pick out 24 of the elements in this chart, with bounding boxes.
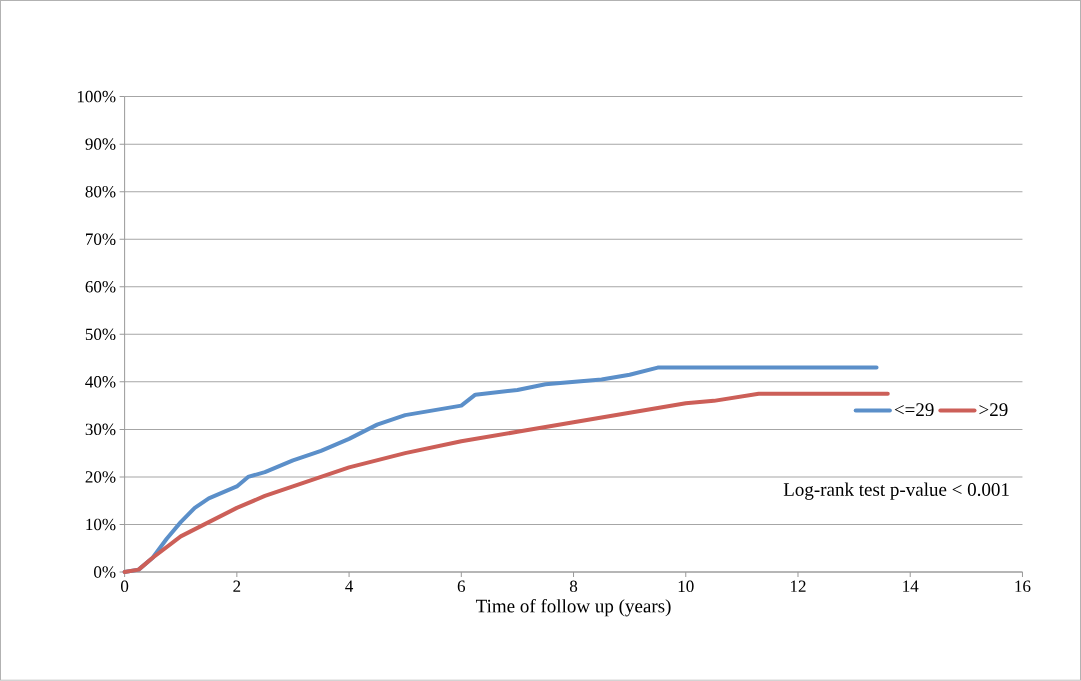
y-tick-label: 100% (77, 91, 116, 103)
x-tick-label: 16 (1015, 580, 1031, 593)
x-tick-label: 10 (678, 580, 694, 593)
y-tick-label: 0% (94, 566, 116, 578)
x-tick-label: 4 (345, 580, 354, 592)
y-tick-label: 70% (86, 233, 116, 246)
y-tick-label: 30% (85, 423, 116, 436)
y-tick-label: 80% (85, 186, 116, 198)
x-tick-label: 14 (903, 580, 919, 592)
x-tick-label: 0 (121, 580, 129, 593)
x-tick-label: 2 (233, 580, 241, 593)
x-axis-title: Time of follow up (years) (475, 599, 671, 617)
y-tick-label: 40% (85, 376, 116, 388)
x-tick-label: 6 (457, 580, 466, 593)
legend-label: >29 (979, 403, 1008, 417)
legend-label: <=29 (894, 403, 934, 417)
y-tick-label: 20% (85, 471, 116, 483)
y-tick-label: 50% (85, 328, 116, 341)
x-tick-label: 12 (790, 580, 806, 593)
y-tick-label: 60% (85, 281, 116, 293)
x-tick-label: 8 (569, 580, 578, 593)
annotation: Log-rank test p-value < 0.001 (783, 482, 1009, 501)
y-tick-label: 10% (86, 518, 116, 531)
y-tick-label: 90% (85, 138, 116, 151)
